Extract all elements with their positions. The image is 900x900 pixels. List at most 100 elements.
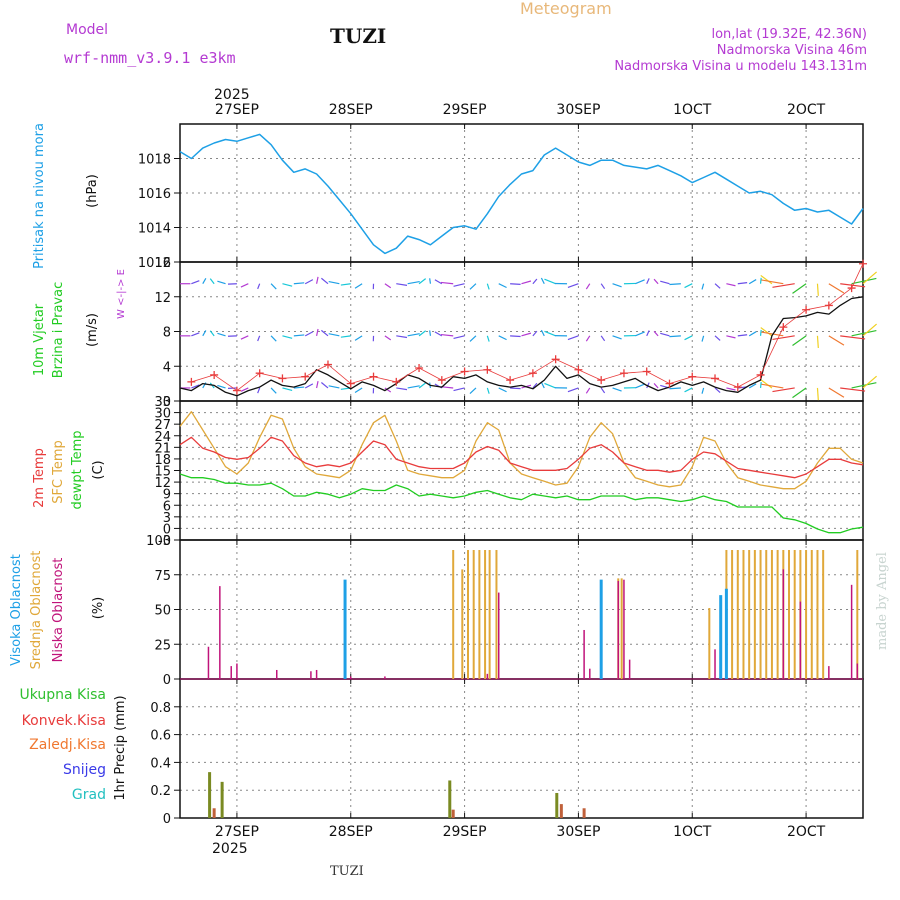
wind-arrow [191, 280, 200, 285]
sfctemp-label: SFC Temp [51, 440, 66, 504]
wind-arrow [321, 382, 329, 389]
wind-arrow [453, 283, 465, 287]
y-tick-label: 0.6 [150, 729, 171, 744]
wind-arrow [469, 387, 477, 395]
wind-arrow [540, 329, 545, 337]
y-tick-label: 9 [163, 488, 171, 503]
wind-arrow [453, 387, 465, 392]
wind-arrow [440, 281, 454, 285]
panel-frame [179, 678, 864, 819]
wind-arrow [321, 277, 329, 285]
total-rain-bar [555, 792, 559, 818]
legend-snow: Snijeg [63, 762, 106, 778]
wind-arrow [646, 278, 650, 284]
y-tick-label: 21 [154, 441, 171, 456]
wind-arrow [498, 335, 507, 341]
wind-arrow [418, 382, 427, 389]
wind-arrow [862, 323, 877, 337]
wind-arrow [701, 387, 705, 394]
wind-arrow [646, 330, 650, 337]
wind-arrow [726, 335, 736, 339]
bottom-date-label: 27SEP [215, 824, 259, 840]
wind-arrow [792, 335, 807, 347]
wind-arrow [486, 387, 490, 394]
wind-arrow [532, 382, 538, 389]
wind-arrow [726, 283, 736, 287]
y-tick-label: 0 [163, 522, 171, 537]
wind-arrow [396, 283, 408, 286]
wind-arrow [760, 379, 773, 389]
y-tick-label: 1012 [138, 256, 171, 271]
pressure-unit: (hPa) [85, 174, 100, 208]
wind-arrow [384, 335, 392, 341]
wind-gust-mark [187, 377, 196, 386]
wind-arrow [407, 385, 420, 389]
wind-arrow [282, 283, 293, 287]
wind-arrow [862, 271, 877, 285]
wind-arrow [217, 332, 226, 337]
wind-arrow [585, 283, 591, 290]
total-rain-bar [208, 772, 212, 818]
wind-arrow [701, 335, 705, 342]
wind-arrow [737, 282, 748, 285]
y-tick-label: 15 [154, 465, 171, 480]
y-tick-label: 24 [154, 430, 171, 445]
top-date-label: 2OCT [787, 102, 826, 118]
wind-arrow [498, 387, 507, 393]
wind-arrow [851, 330, 877, 337]
model-label: Model [66, 22, 108, 38]
wind-arrow [521, 332, 532, 337]
wind-arrow [748, 331, 757, 337]
wind-arrow [453, 335, 465, 339]
wind-arrow [354, 283, 363, 289]
wind-arrow [217, 280, 226, 285]
wind-arrow [585, 335, 591, 342]
wind-arrow [328, 333, 340, 337]
wind-arrow [761, 279, 784, 285]
y-tick-label: 50 [154, 604, 171, 619]
wind-arrow [540, 381, 545, 389]
wind-arrow [851, 277, 877, 285]
cloud-unit: (%) [91, 597, 106, 620]
wind-arrow [772, 335, 795, 341]
wind-arrow [202, 330, 207, 337]
y-tick-label: 30 [154, 407, 171, 422]
wind-arrow [714, 387, 721, 394]
wind-arrow [384, 283, 392, 289]
conv-rain-bar [451, 809, 455, 818]
model-name: wrf-nmm_v3.9.1 e3km [64, 49, 236, 67]
top-year-label: 2025 [214, 87, 250, 103]
y-tick-label: 75 [154, 569, 171, 584]
wind-arrow [282, 335, 293, 339]
wind-arrow [440, 333, 454, 337]
bottom-date-axis: 27SEP 28SEP 29SEP 30SEP 1OCT 2OCT [215, 824, 826, 840]
wind-arrow [544, 278, 556, 285]
wind-arrow [840, 387, 866, 392]
bottom-date-label: 28SEP [329, 824, 373, 840]
y-tick-label: 12 [154, 291, 171, 306]
wind-arrow [270, 283, 277, 290]
wind-arrow [748, 383, 757, 389]
y-tick-label: 0 [163, 673, 171, 688]
dewpt-label: dewpt Temp [70, 430, 85, 509]
y-tick-label: 18 [154, 453, 171, 468]
mid-cloud-label: Srednja Oblacnost [29, 551, 44, 670]
wind-arrow [282, 387, 293, 392]
wind-arrow [684, 283, 693, 289]
wind-arrow [202, 278, 207, 285]
wind-arrow [828, 387, 845, 398]
wind-arrow [828, 335, 845, 346]
wind-arrow [759, 277, 762, 284]
model-elevation-label: Nadmorska Visina u modelu 143.131m [614, 59, 867, 74]
wind-arrow [469, 335, 477, 342]
y-tick-label: 25 [154, 638, 171, 653]
bottom-date-label: 2OCT [787, 824, 826, 840]
wind-arrow [396, 387, 408, 391]
wind-label: 10m Vjetar [32, 303, 47, 376]
wind-arrow [684, 387, 693, 393]
wind-arrow [714, 283, 721, 289]
wind-sublabel: Brzina i Pravac [51, 282, 66, 379]
footer-station: TUZI [330, 864, 364, 879]
coords-label: lon,lat (19.32E, 42.36N) [711, 27, 867, 42]
